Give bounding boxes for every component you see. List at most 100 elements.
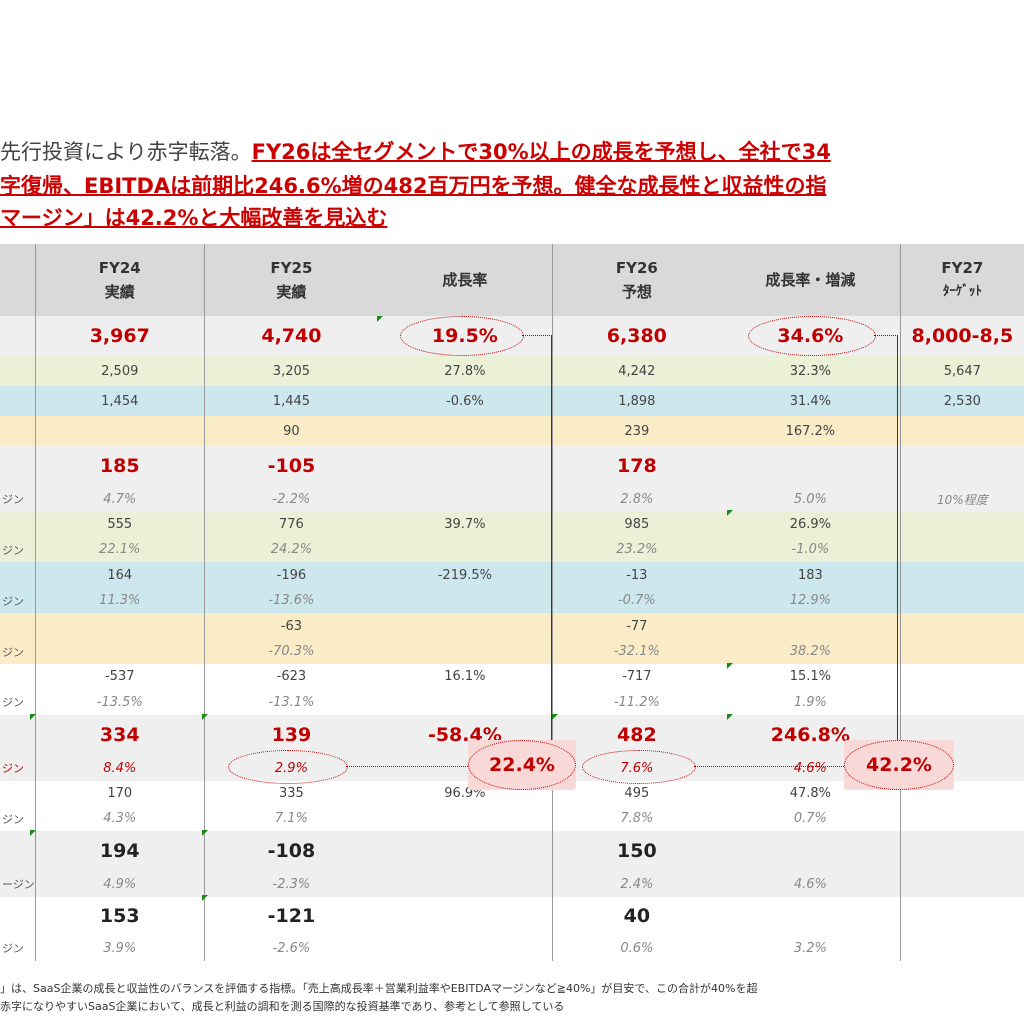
- cell-marker-icon: [202, 895, 208, 901]
- cell-marker-icon: [727, 510, 733, 516]
- cell: -2.3%: [203, 871, 379, 897]
- row-label: ジン: [0, 806, 36, 831]
- cell: 2,509: [34, 356, 205, 386]
- table-row: -537 -623 16.1% -717 15.1%: [0, 664, 1024, 689]
- table-row: 2,509 3,205 27.8% 4,242 32.3% 5,647: [0, 356, 1024, 386]
- table-row: 153 -121 40: [0, 897, 1024, 935]
- cell: 2,530: [899, 386, 1024, 416]
- cell: -1.0%: [721, 537, 901, 562]
- cell: 1,454: [34, 386, 205, 416]
- cell-marker-icon: [552, 714, 558, 720]
- connector-line: [897, 335, 898, 740]
- table-row: 1,454 1,445 -0.6% 1,898 31.4% 2,530: [0, 386, 1024, 416]
- headline-line-1: 先行投資により赤字転落。FY26は全セグメントで30%以上の成長を予想し、全社で…: [0, 136, 831, 166]
- cell: 47.8%: [721, 781, 901, 806]
- cell: [899, 806, 1024, 831]
- cell: 3,967: [34, 316, 205, 356]
- cell: [899, 831, 1024, 871]
- cell: 335: [203, 781, 379, 806]
- cell: [378, 831, 553, 871]
- cell: [899, 613, 1024, 639]
- cell: 776: [203, 512, 379, 537]
- cell: -196: [203, 562, 379, 588]
- cell: 31.4%: [721, 386, 901, 416]
- cell: [378, 871, 553, 897]
- cell: 4.7%: [34, 486, 205, 512]
- rule-of-40-callout-fy25: 22.4%: [468, 740, 576, 790]
- cell: [899, 935, 1024, 961]
- cell: 139: [203, 715, 379, 755]
- cell: 334: [34, 715, 205, 755]
- cell-marker-icon: [727, 714, 733, 720]
- cell-marker-icon: [377, 316, 383, 322]
- cell: [378, 446, 553, 486]
- financial-table: FY24 実績 FY25 実績 成長率 FY26 予想 成長率・増減 FY27 ﾀｰｹﾞ…: [0, 244, 1024, 961]
- table-row: 164 -196 -219.5% -13 183: [0, 562, 1024, 588]
- connector-line: [346, 766, 470, 767]
- cell: 5.0%: [721, 486, 901, 512]
- footnote-line-2: 赤字になりやすいSaaS企業において、成長と利益の調和を測る国際的な投資基準であ…: [0, 1000, 565, 1013]
- cell-marker-icon: [202, 714, 208, 720]
- cell: -121: [203, 897, 379, 935]
- row-label: ジン: [0, 689, 36, 715]
- cell: [899, 416, 1024, 446]
- cell: 170: [34, 781, 205, 806]
- header-fy27: FY27 ﾀｰｹﾞｯﾄ: [899, 244, 1024, 316]
- cell: 22.1%: [34, 537, 205, 562]
- cell: -623: [203, 664, 379, 689]
- cell: 0.7%: [721, 806, 901, 831]
- cell: -105: [203, 446, 379, 486]
- cell: [721, 446, 901, 486]
- table-row: -63 -77: [0, 613, 1024, 639]
- cell: [378, 416, 553, 446]
- cell: [899, 512, 1024, 537]
- connector-line: [551, 335, 552, 753]
- cell: [378, 935, 553, 961]
- headline-line-3-text: マージン」は42.2%と大幅改善を見込む: [0, 206, 388, 230]
- cell: 1,898: [551, 386, 722, 416]
- cell: [899, 689, 1024, 715]
- cell: 10%程度: [899, 486, 1024, 512]
- connector-line: [694, 766, 844, 767]
- cell: -13.6%: [203, 588, 379, 613]
- table-row: ジン -70.3% -32.1% 38.2%: [0, 639, 1024, 664]
- rule-of-40-callout-fy26: 42.2%: [844, 740, 954, 790]
- cell: 0.6%: [551, 935, 722, 961]
- table-row: ジン 4.3% 7.1% 7.8% 0.7%: [0, 806, 1024, 831]
- cell: 495: [551, 781, 722, 806]
- cell: [378, 639, 553, 664]
- cell: 32.3%: [721, 356, 901, 386]
- table-row: 555 776 39.7% 985 26.9%: [0, 512, 1024, 537]
- cell: 4,242: [551, 356, 722, 386]
- cell: 985: [551, 512, 722, 537]
- table-row: ジン 11.3% -13.6% -0.7% 12.9%: [0, 588, 1024, 613]
- highlight-oval-margin-fy26: [582, 750, 696, 784]
- highlight-oval-margin-fy25: [228, 750, 348, 784]
- cell: [899, 639, 1024, 664]
- cell: -13.5%: [34, 689, 205, 715]
- cell: 185: [34, 446, 205, 486]
- cell: 11.3%: [34, 588, 205, 613]
- cell: 24.2%: [203, 537, 379, 562]
- cell: 38.2%: [721, 639, 901, 664]
- cell: [378, 613, 553, 639]
- cell: -0.6%: [378, 386, 553, 416]
- header-fy26: FY26 予想: [551, 244, 722, 316]
- cell: [721, 897, 901, 935]
- cell: 178: [551, 446, 722, 486]
- cell: 39.7%: [378, 512, 553, 537]
- cell: [378, 897, 553, 935]
- cell: [378, 486, 553, 512]
- cell: 2.8%: [551, 486, 722, 512]
- highlight-oval-growth-fy26: [748, 316, 876, 356]
- headline-line-2: 字復帰、EBITDAは前期比246.6%増の482百万円を予想。健全な成長性と収…: [0, 170, 826, 200]
- cell: 4.9%: [34, 871, 205, 897]
- cell: 4.6%: [721, 871, 901, 897]
- cell: -717: [551, 664, 722, 689]
- cell: [378, 588, 553, 613]
- cell: -219.5%: [378, 562, 553, 588]
- table-row: 185 -105 178: [0, 446, 1024, 486]
- footnote-line-1: 」は、SaaS企業の成長と収益性のバランスを評価する指標。「売上高成長率＋営業利…: [0, 982, 758, 995]
- cell: -77: [551, 613, 722, 639]
- cell: 8.4%: [34, 755, 205, 781]
